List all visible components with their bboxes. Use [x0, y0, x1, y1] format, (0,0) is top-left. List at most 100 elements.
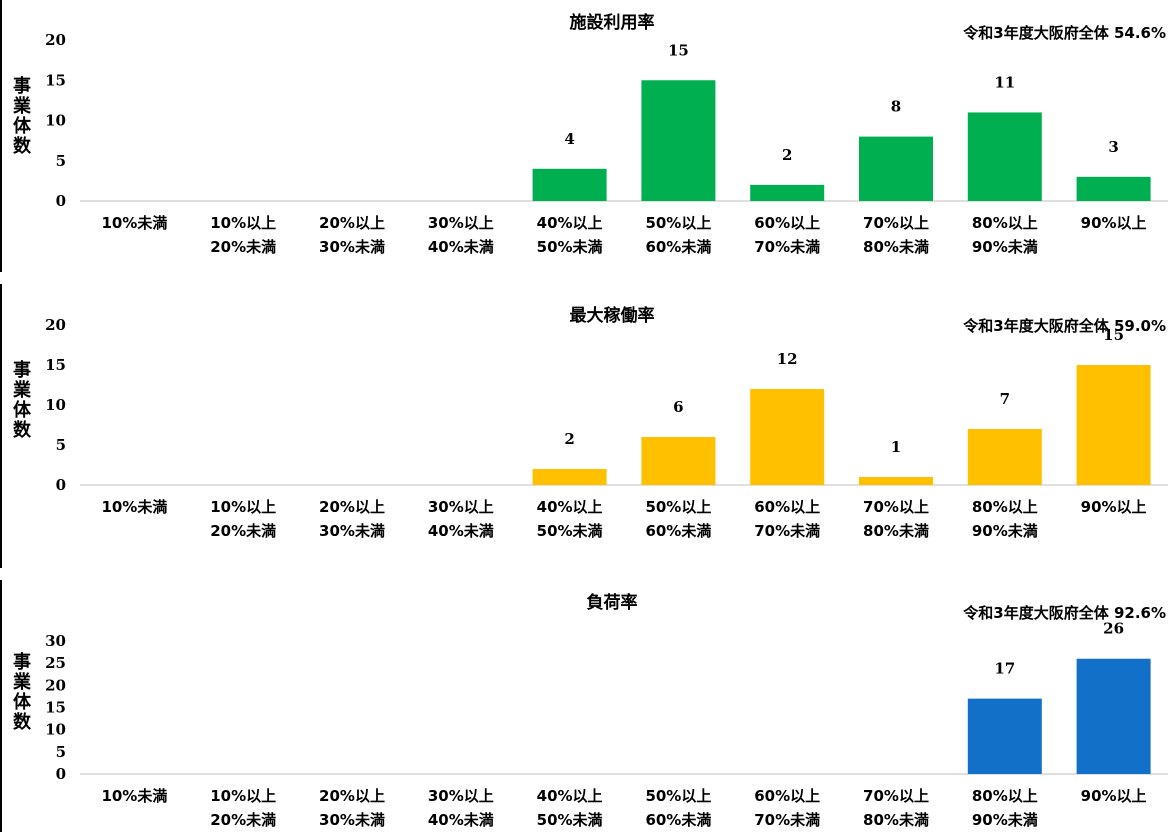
- x-tick-label: 10%未満: [101, 214, 167, 232]
- x-tick-label: 20%以上: [319, 498, 385, 516]
- chart-annotation: 令和3年度大阪府全体 54.6%: [963, 24, 1166, 42]
- y-tick-label: 25: [45, 654, 66, 672]
- chart-title: 負荷率: [587, 592, 638, 613]
- x-tick-label: 80%以上: [972, 787, 1038, 805]
- x-tick-label: 80%未満: [863, 811, 929, 829]
- y-axis-label-char: 業: [12, 671, 32, 693]
- chart-annotation: 令和3年度大阪府全体 92.6%: [963, 604, 1166, 622]
- x-tick-label: 30%未満: [319, 811, 385, 829]
- x-tick-label: 40%未満: [428, 811, 494, 829]
- x-tick-label: 20%未満: [210, 238, 276, 256]
- x-tick-label: 60%未満: [645, 238, 711, 256]
- x-tick-label: 10%以上: [210, 498, 276, 516]
- x-tick-label: 50%以上: [645, 498, 711, 516]
- y-tick-label: 15: [45, 699, 66, 717]
- y-tick-label: 30: [45, 632, 66, 650]
- x-tick-label: 60%以上: [754, 214, 820, 232]
- y-tick-label: 10: [45, 721, 66, 739]
- y-axis-label-char: 事: [13, 75, 31, 97]
- x-tick-label: 20%以上: [319, 214, 385, 232]
- data-label: 2: [782, 146, 792, 164]
- bar: [750, 184, 825, 201]
- chart-annotation: 令和3年度大阪府全体 59.0%: [963, 317, 1166, 335]
- y-tick-label: 20: [45, 676, 66, 694]
- y-tick-label: 15: [45, 71, 66, 89]
- x-tick-label: 80%以上: [972, 498, 1038, 516]
- y-tick-label: 0: [56, 476, 66, 494]
- x-tick-label: 90%以上: [1081, 214, 1147, 232]
- x-tick-label: 50%未満: [537, 811, 603, 829]
- x-tick-label: 90%未満: [972, 522, 1038, 540]
- x-tick-label: 70%未満: [754, 522, 820, 540]
- chart-frame-left-border: [0, 580, 2, 832]
- x-tick-label: 90%以上: [1081, 787, 1147, 805]
- bar: [967, 112, 1042, 201]
- x-tick-label: 70%以上: [863, 498, 929, 516]
- bar: [1076, 176, 1151, 201]
- data-label: 11: [994, 73, 1015, 91]
- data-label: 1: [891, 438, 901, 456]
- x-tick-label: 90%未満: [972, 811, 1038, 829]
- x-tick-label: 30%未満: [319, 238, 385, 256]
- y-axis-label-char: 数: [13, 135, 32, 157]
- data-label: 15: [668, 41, 689, 59]
- x-tick-label: 60%未満: [645, 811, 711, 829]
- bar: [532, 168, 607, 201]
- x-tick-label: 80%未満: [863, 522, 929, 540]
- bar: [859, 136, 933, 201]
- x-tick-label: 80%未満: [863, 238, 929, 256]
- x-tick-label: 40%未満: [428, 238, 494, 256]
- y-axis-label-char: 事: [13, 651, 31, 673]
- x-tick-label: 90%以上: [1081, 498, 1147, 516]
- bar: [1076, 658, 1151, 774]
- x-tick-label: 90%未満: [972, 238, 1038, 256]
- x-tick-label: 80%以上: [972, 214, 1038, 232]
- bar: [859, 477, 933, 485]
- x-tick-label: 30%未満: [319, 522, 385, 540]
- y-tick-label: 5: [56, 152, 66, 170]
- x-tick-label: 10%以上: [210, 787, 276, 805]
- data-label: 15: [1103, 326, 1124, 344]
- y-axis-label-char: 数: [13, 711, 32, 733]
- bar: [967, 429, 1042, 485]
- bar: [967, 698, 1042, 774]
- data-label: 3: [1108, 138, 1118, 156]
- x-tick-label: 30%以上: [428, 214, 494, 232]
- data-label: 2: [564, 430, 574, 448]
- y-tick-label: 0: [56, 192, 66, 210]
- x-tick-label: 50%以上: [645, 787, 711, 805]
- x-tick-label: 40%以上: [537, 498, 603, 516]
- chart-title: 最大稼働率: [570, 305, 655, 326]
- y-tick-label: 10: [45, 396, 66, 414]
- bar: [641, 80, 716, 201]
- x-tick-label: 70%未満: [754, 238, 820, 256]
- y-axis-label-char: 事: [13, 359, 31, 381]
- x-tick-label: 50%以上: [645, 214, 711, 232]
- data-label: 6: [673, 398, 683, 416]
- y-axis-label-char: 業: [12, 95, 32, 117]
- x-tick-label: 10%以上: [210, 214, 276, 232]
- chart-frame-left-border: [0, 0, 2, 272]
- y-tick-label: 20: [45, 31, 66, 49]
- y-tick-label: 5: [56, 743, 66, 761]
- x-tick-label: 70%未満: [754, 811, 820, 829]
- bar: [641, 437, 716, 485]
- y-tick-label: 5: [56, 436, 66, 454]
- x-tick-label: 60%以上: [754, 498, 820, 516]
- x-tick-label: 30%以上: [428, 787, 494, 805]
- y-axis-label-char: 体: [13, 691, 32, 713]
- x-tick-label: 60%以上: [754, 787, 820, 805]
- x-tick-label: 70%以上: [863, 214, 929, 232]
- data-label: 12: [777, 350, 798, 368]
- chart-frame-left-border: [0, 284, 2, 568]
- bar: [1076, 365, 1151, 485]
- y-axis-label-char: 数: [13, 419, 32, 441]
- data-label: 4: [564, 130, 574, 148]
- y-tick-label: 10: [45, 112, 66, 130]
- data-label: 7: [1000, 390, 1010, 408]
- y-tick-label: 20: [45, 316, 66, 334]
